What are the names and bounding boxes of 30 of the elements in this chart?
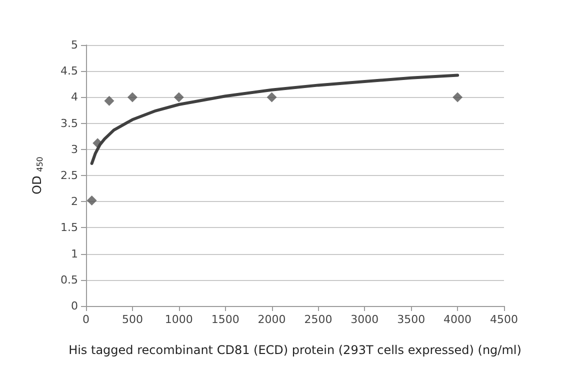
x-tick-label: 500 [122,313,143,326]
point [174,92,184,102]
y-tick-label: 5 [71,38,78,52]
y-tick-label: 0 [71,300,78,312]
point [86,196,97,206]
x-tick-label: 1000 [164,313,193,326]
y-tick-label: 1 [71,247,78,260]
point [452,92,463,102]
y-tick-label: 3.5 [60,116,78,130]
y-tick-label: 4.5 [60,64,78,78]
point [127,92,138,102]
line-series [90,74,460,165]
x-tick-label: 3500 [397,313,426,326]
y-tick-label: 0.5 [60,273,78,286]
point [266,92,277,102]
x-tick-label: 0 [82,313,90,326]
x-tick-label: 2000 [258,313,286,326]
y-tick-label: 3 [71,142,78,156]
y-axis-title: OD 450 [30,156,44,194]
x-tick-label: 4500 [490,313,518,326]
x-tick-label: 3000 [350,313,379,326]
y-tick-label: 2 [71,195,78,208]
x-tick-label: 1500 [211,313,240,326]
y-tick-label: 4 [71,90,78,104]
y-tick-label: 2.5 [60,169,78,182]
x-tick-label: 2500 [304,313,332,326]
x-axis-title: His tagged recombinant CD81 (ECD) protein (293T cells expressed) (ng/ml) [68,343,522,357]
point [104,96,114,106]
x-tick-label: 4000 [444,313,472,326]
y-tick-label: 1.5 [60,221,78,234]
